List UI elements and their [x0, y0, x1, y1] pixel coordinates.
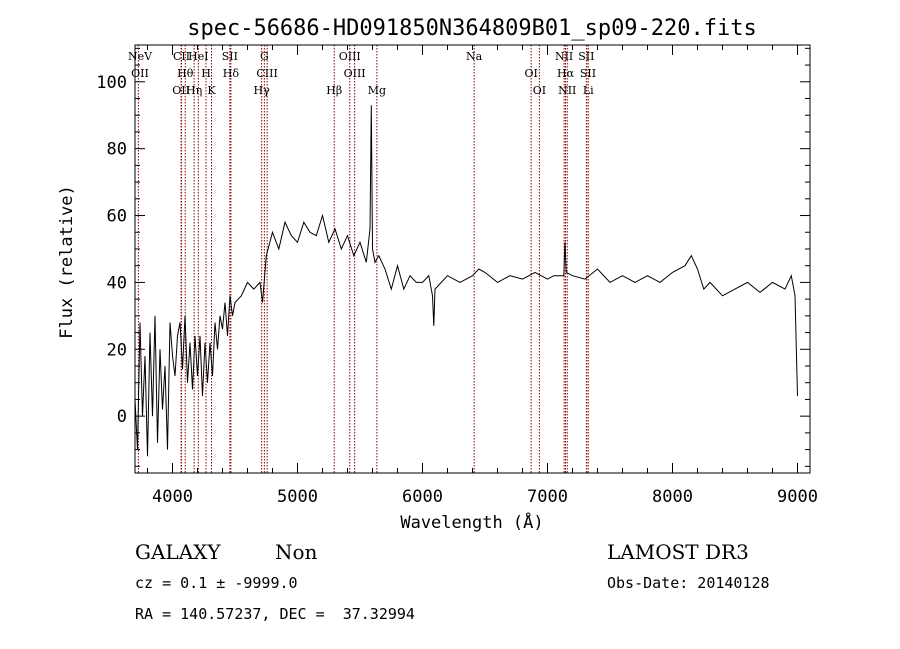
- y-tick-label: 0: [117, 407, 127, 427]
- y-axis-ticks: 0 20 40 60 80 100: [96, 47, 810, 467]
- y-tick-label: 40: [107, 273, 127, 293]
- line-marker-label: Hβ: [326, 84, 342, 97]
- x-tick-label: 8000: [652, 487, 693, 507]
- line-marker-label: OI: [533, 84, 546, 97]
- line-marker-label: Hθ: [177, 67, 194, 80]
- spectrum-line: [134, 105, 798, 457]
- line-marker-label: H: [201, 67, 211, 80]
- x-axis-label: Wavelength (Å): [400, 511, 543, 533]
- line-marker-label: Hγ: [254, 84, 271, 97]
- line-marker-label: OII: [172, 84, 190, 97]
- line-marker-label: K: [207, 84, 216, 97]
- object-subclass: Non: [275, 540, 318, 564]
- line-marker-label: OIII: [339, 50, 361, 63]
- obs-date-text: Obs-Date: 20140128: [607, 574, 770, 592]
- line-marker-label: CII: [173, 50, 190, 63]
- y-axis-label: Flux (relative): [57, 185, 77, 339]
- line-marker-label: NII: [558, 84, 576, 97]
- x-tick-label: 6000: [402, 487, 443, 507]
- line-marker-label: Li: [583, 84, 594, 97]
- x-tick-label: 9000: [777, 487, 818, 507]
- line-marker-label: Hη: [186, 84, 202, 97]
- object-class: GALAXY: [135, 540, 221, 564]
- plot-frame: [134, 44, 811, 474]
- y-tick-label: 60: [107, 207, 127, 227]
- line-marker-label: G: [260, 50, 269, 63]
- x-axis-ticks: 4000 5000 6000 7000 8000 9000: [147, 45, 818, 507]
- y-tick-label: 100: [96, 73, 127, 93]
- line-marker-label: CIII: [256, 67, 277, 80]
- line-marker-label: Hδ: [223, 67, 240, 80]
- line-marker-label: OII: [131, 67, 149, 80]
- x-tick-label: 4000: [152, 487, 193, 507]
- x-tick-label: 7000: [527, 487, 568, 507]
- y-tick-label: 80: [107, 140, 127, 160]
- line-marker-label: OI: [524, 67, 537, 80]
- line-marker-label: SII: [578, 50, 594, 63]
- radec-text: RA = 140.57237, DEC = 37.32994: [135, 605, 415, 623]
- survey-name: LAMOST DR3: [607, 540, 749, 564]
- line-marker-label: Na: [466, 50, 483, 63]
- line-marker-labels: NeVOIIOIICIIHθHηHeIHKSIIHδHγGCIIIHβOIIIO…: [128, 50, 596, 97]
- line-marker-label: Mg: [368, 84, 386, 97]
- line-marker-label: SII: [580, 67, 596, 80]
- x-tick-label: 5000: [277, 487, 318, 507]
- redshift-text: cz = 0.1 ± -9999.0: [135, 574, 298, 592]
- line-marker-label: SII: [222, 50, 238, 63]
- line-marker-label: OIII: [344, 67, 366, 80]
- line-marker-label: HeI: [188, 50, 208, 63]
- chart-title: spec-56686-HD091850N364809B01_sp09-220.f…: [187, 16, 757, 41]
- line-marker-label: NeV: [128, 50, 153, 63]
- y-tick-label: 20: [107, 340, 127, 360]
- line-marker-label: NII: [555, 50, 573, 63]
- line-markers: [137, 45, 589, 473]
- line-marker-label: Hα: [557, 67, 575, 80]
